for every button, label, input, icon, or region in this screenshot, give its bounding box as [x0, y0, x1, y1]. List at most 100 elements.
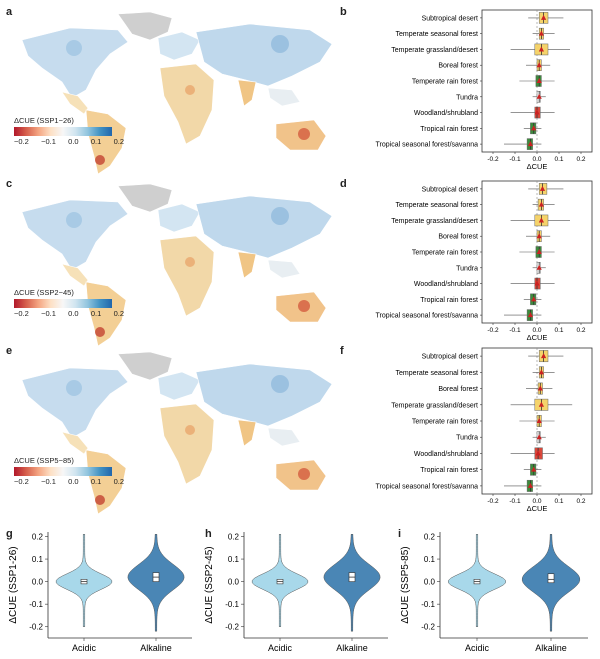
biome-boxplot-ssp5: Subtropical desert Temperate seasonal for…: [376, 347, 593, 513]
category-label: Temperate seasonal forest: [396, 31, 479, 38]
panel-label-a: a: [6, 6, 13, 18]
violin-shape: [127, 534, 185, 632]
mean-marker: [541, 353, 547, 359]
continent-asia: [195, 23, 333, 87]
region-sahel-change: [185, 425, 195, 435]
continent-europe: [157, 203, 201, 233]
colorbar-tick: −0.1: [41, 137, 56, 146]
x-tick-label: 0.2: [576, 156, 585, 163]
world-map-ssp2: [21, 183, 333, 347]
category-label: Tropical seasonal forest/savanna: [376, 483, 479, 490]
mean-marker: [538, 46, 544, 52]
y-axis-label: ΔCUE (SSP1-26): [8, 546, 19, 623]
mean-marker: [538, 401, 544, 407]
panel-label-i: i: [398, 528, 402, 540]
biome-boxplot-ssp2: Subtropical desert Temperate seasonal for…: [376, 180, 593, 342]
region-siberia-increase: [271, 207, 289, 225]
mean-marker: [536, 62, 542, 68]
region-canada-increase: [66, 380, 82, 396]
panel-label-c: c: [6, 178, 13, 190]
mean-marker: [535, 450, 541, 456]
x-tick-label: Alkaline: [336, 643, 368, 653]
colorbar-tick: 0.0: [68, 309, 79, 318]
continent-africa: [159, 403, 215, 485]
x-tick-label: -0.1: [509, 498, 521, 505]
continent-central-america: [61, 91, 89, 115]
category-label: Boreal forest: [438, 234, 478, 241]
category-label: Subtropical desert: [422, 354, 478, 361]
violin-plot-ssp1: -0.2 -0.1 0.0 0.1 0.2 ΔCUE (SSP1-26) Acidic Alk…: [8, 532, 192, 653]
x-tick-label: Acidic: [72, 643, 97, 653]
mean-marker: [538, 201, 544, 207]
mean-marker: [536, 434, 542, 440]
category-label: Temperate seasonal forest: [396, 202, 479, 209]
mean-marker: [536, 93, 542, 99]
region-australia-decline: [298, 128, 310, 140]
y-tick-label: -0.2: [225, 623, 239, 632]
y-tick-label: 0.2: [228, 533, 240, 542]
colorbar-tick: 0.2: [113, 309, 124, 318]
panel-label-g: g: [6, 528, 13, 540]
colorbar: [14, 127, 112, 136]
category-label: Temperate grassland/desert: [391, 402, 478, 409]
y-tick-label: 0.1: [32, 555, 44, 564]
mean-marker: [534, 109, 540, 115]
y-axis-label: ΔCUE (SSP5-85): [400, 546, 411, 623]
region-canada-increase: [66, 212, 82, 228]
y-tick-label: 0.1: [424, 555, 436, 564]
x-tick-label: Acidic: [268, 643, 293, 653]
colorbar: [14, 467, 112, 476]
x-tick-label: 0.1: [554, 156, 563, 163]
mean-marker: [537, 385, 543, 391]
continent-central-america: [61, 263, 89, 287]
category-label: Temperate rain forest: [412, 79, 478, 86]
x-tick-label: Alkaline: [535, 643, 567, 653]
colorbar-tick: −0.1: [41, 477, 56, 486]
map-legend-a: ΔCUE (SSP1−26) −0.2 −0.1 0.0 0.1 0.2: [14, 116, 124, 146]
colorbar-tick: 0.1: [90, 137, 102, 146]
continent-india: [237, 251, 257, 279]
continent-greenland: [117, 183, 173, 213]
continent-africa: [159, 235, 215, 317]
mean-marker: [536, 264, 542, 270]
mean-marker: [527, 482, 533, 488]
category-label: Temperate seasonal forest: [396, 370, 479, 377]
mean-marker: [536, 78, 542, 83]
category-label: Boreal forest: [438, 386, 478, 393]
violin-box: [547, 573, 555, 584]
category-label: Tropical seasonal forest/savanna: [376, 313, 479, 320]
category-label: Boreal forest: [438, 63, 478, 70]
mean-marker: [541, 14, 547, 20]
y-axis-label: ΔCUE (SSP2-45): [204, 546, 215, 623]
category-label: Tundra: [456, 435, 478, 442]
y-tick-label: 0.0: [32, 578, 44, 587]
category-label: Woodland/shrubland: [414, 451, 478, 458]
mean-marker: [538, 217, 544, 223]
x-axis-label: ΔCUE: [527, 333, 548, 342]
region-patagonia-decline: [95, 495, 105, 505]
x-tick-label: 0.0: [532, 156, 541, 163]
legend-title: ΔCUE (SSP5−85): [14, 456, 74, 465]
mean-marker: [538, 369, 544, 375]
region-siberia-increase: [271, 375, 289, 393]
mean-marker: [527, 141, 533, 147]
continent-europe: [157, 371, 201, 401]
x-tick-label: 0.1: [554, 327, 563, 334]
y-tick-label: -0.1: [421, 600, 435, 609]
category-label: Temperate rain forest: [412, 419, 478, 426]
colorbar: [14, 299, 112, 308]
continent-asia: [195, 363, 333, 427]
colorbar-tick: −0.2: [14, 309, 29, 318]
colorbar-tick: 0.0: [68, 137, 79, 146]
region-australia-decline: [298, 468, 310, 480]
x-tick-label: 0.1: [554, 498, 563, 505]
map-legend-c: ΔCUE (SSP2−45) −0.2 −0.1 0.0 0.1 0.2: [14, 288, 124, 318]
violin-shape: [323, 534, 381, 632]
mean-marker: [536, 233, 542, 239]
continent-asia: [195, 195, 333, 259]
region-australia-decline: [298, 300, 310, 312]
y-tick-label: 0.0: [228, 578, 240, 587]
y-tick-label: -0.2: [421, 623, 435, 632]
colorbar-tick: 0.0: [68, 477, 79, 486]
category-label: Tundra: [456, 265, 478, 272]
